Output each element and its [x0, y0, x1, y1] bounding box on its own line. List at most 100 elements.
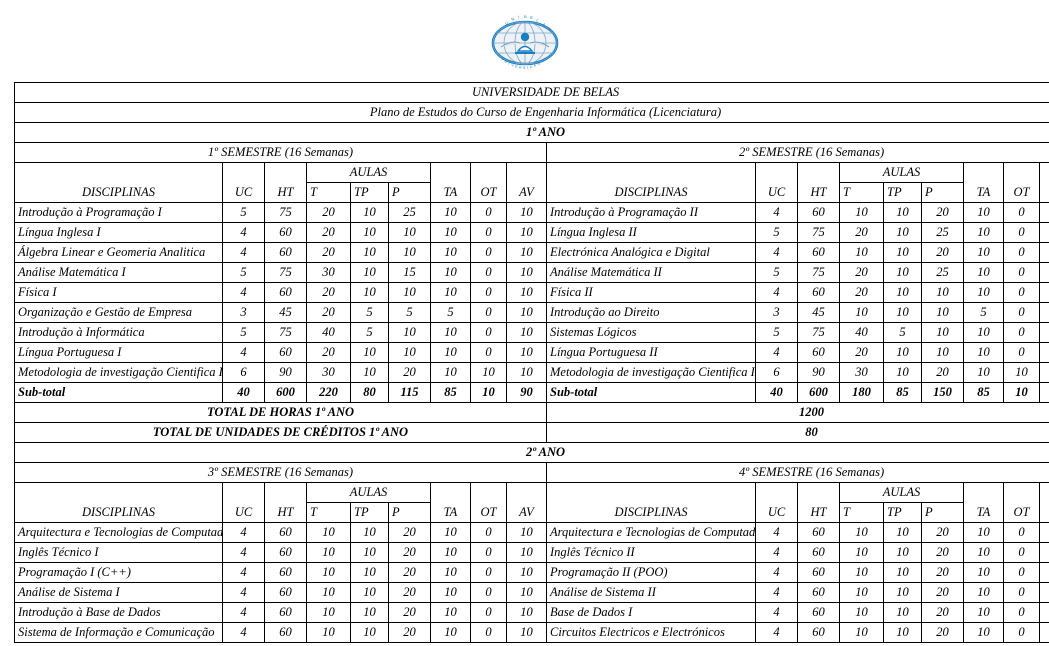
cell-p: 20	[388, 562, 431, 583]
cell-p: 20	[388, 362, 431, 383]
spacer-av	[506, 482, 547, 503]
cell-av: 10	[1038, 282, 1049, 303]
svg-text:E: E	[540, 58, 545, 63]
col-header-ot: OT	[1003, 182, 1040, 203]
cell-tp: 10	[350, 222, 389, 243]
cell-ht: 60	[264, 622, 307, 643]
discipline-name: Física I	[14, 282, 223, 303]
cell-ht: 60	[797, 542, 840, 563]
spacer-ta	[430, 482, 471, 503]
subtotal-ta: 85	[430, 382, 471, 403]
col-header-uc: UC	[222, 502, 265, 523]
cell-ta: 10	[430, 342, 471, 363]
cell-t: 40	[839, 322, 884, 343]
cell-t: 10	[839, 622, 884, 643]
cell-tp: 10	[350, 242, 389, 263]
aulas-group-header: AULAS	[839, 162, 964, 183]
col-header-av: AV	[506, 182, 547, 203]
cell-ht: 75	[264, 322, 307, 343]
aulas-group-header-row: AULAS AULAS	[14, 482, 1049, 503]
cell-av: 10	[506, 562, 547, 583]
col-header-tp: TP	[350, 182, 389, 203]
cell-ot: 0	[470, 282, 507, 303]
cell-av: 10	[506, 522, 547, 543]
cell-ht: 60	[797, 342, 840, 363]
cell-uc: 6	[755, 362, 798, 383]
cell-av: 10	[506, 222, 547, 243]
cell-ta: 10	[963, 342, 1004, 363]
cell-ta: 10	[963, 582, 1004, 603]
spacer-ot	[1003, 482, 1040, 503]
col-header-t: T	[839, 502, 884, 523]
cell-ta: 10	[963, 202, 1004, 223]
cell-tp: 10	[883, 242, 922, 263]
col-header-ta: TA	[963, 182, 1004, 203]
cell-t: 10	[839, 542, 884, 563]
cell-t: 10	[306, 562, 351, 583]
cell-p: 25	[388, 202, 431, 223]
svg-text:I: I	[517, 14, 519, 19]
cell-uc: 4	[222, 222, 265, 243]
cell-tp: 5	[350, 322, 389, 343]
svg-text:S: S	[523, 66, 526, 70]
cell-p: 10	[921, 302, 964, 323]
cell-ot: 0	[470, 202, 507, 223]
cell-ot: 0	[470, 582, 507, 603]
discipline-name: Análise Matemática I	[14, 262, 223, 283]
spacer-ht	[264, 482, 307, 503]
cell-p: 10	[388, 342, 431, 363]
table-row: Programação I (C++) 4 60 10 10 20 10 0 10 Program…	[14, 562, 1049, 583]
cell-tp: 10	[883, 342, 922, 363]
cell-ta: 10	[963, 262, 1004, 283]
cell-uc: 3	[755, 302, 798, 323]
cell-av: 10	[1038, 242, 1049, 263]
cell-uc: 5	[755, 322, 798, 343]
cell-uc: 4	[755, 562, 798, 583]
cell-tp: 10	[883, 602, 922, 623]
cell-tp: 10	[883, 622, 922, 643]
cell-t: 10	[839, 522, 884, 543]
cell-uc: 6	[222, 362, 265, 383]
cell-ht: 60	[264, 582, 307, 603]
cell-uc: 4	[755, 622, 798, 643]
cell-ht: 75	[264, 202, 307, 223]
spacer-uc	[222, 162, 265, 183]
cell-ot: 0	[470, 602, 507, 623]
cell-p: 10	[921, 322, 964, 343]
cell-tp: 10	[350, 522, 389, 543]
semester-banner-row: 3º SEMESTRE (16 Semanas) 4º SEMESTRE (16 …	[14, 462, 1049, 483]
cell-ht: 90	[797, 362, 840, 383]
cell-ta: 5	[963, 302, 1004, 323]
cell-av: 10	[506, 262, 547, 283]
cell-ht: 60	[797, 242, 840, 263]
table-row: Introdução à Informática 5 75 40 5 10 10 0 10 Sis…	[14, 322, 1049, 343]
col-header-t: T	[839, 182, 884, 203]
spacer-ht	[797, 162, 840, 183]
col-header-t: T	[306, 182, 351, 203]
subtotal-ot: 10	[470, 382, 507, 403]
subtotal-uc: 40	[755, 382, 798, 403]
cell-ot: 0	[1003, 202, 1040, 223]
semester-banner-row: 1º SEMESTRE (16 Semanas) 2º SEMESTRE (16 …	[14, 142, 1049, 163]
cell-av: 10	[1038, 202, 1049, 223]
subtotal-ht: 600	[264, 382, 307, 403]
col-header-av: AV	[1038, 182, 1049, 203]
cell-ot: 0	[1003, 342, 1040, 363]
cell-uc: 4	[755, 282, 798, 303]
discipline-name: Introdução à Programação I	[14, 202, 223, 223]
subtotal-p: 150	[921, 382, 964, 403]
svg-text:N: N	[510, 16, 515, 22]
year-banner-row: 1º ANO	[13, 122, 1049, 143]
cell-p: 10	[388, 322, 431, 343]
cell-tp: 10	[350, 582, 389, 603]
cell-ht: 60	[264, 282, 307, 303]
cell-t: 20	[839, 342, 884, 363]
cell-p: 20	[921, 622, 964, 643]
cell-t: 20	[839, 222, 884, 243]
cell-p: 20	[921, 562, 964, 583]
cell-t: 10	[306, 582, 351, 603]
col-header-uc: UC	[755, 502, 798, 523]
svg-text:S: S	[546, 26, 552, 32]
cell-av: 10	[506, 542, 547, 563]
discipline-name: Circuitos Electricos e Electrónicos	[546, 622, 756, 643]
